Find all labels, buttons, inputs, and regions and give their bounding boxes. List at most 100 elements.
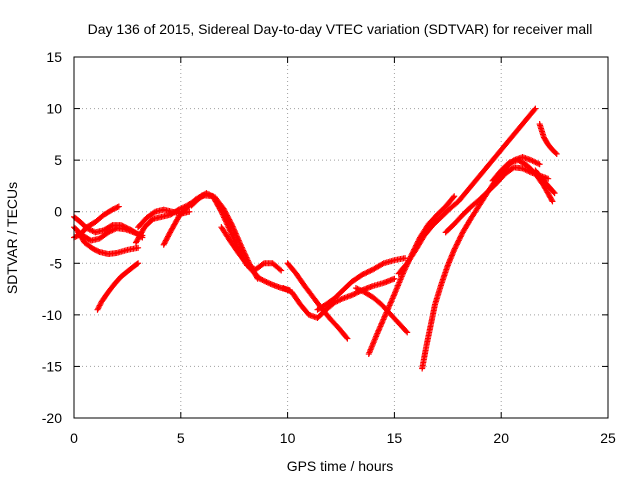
series-arc20 [536, 121, 560, 157]
data-point [384, 308, 391, 315]
y-tick-label: -5 [50, 255, 63, 271]
data-point [455, 237, 462, 244]
data-point [352, 290, 359, 297]
data-point [376, 326, 383, 333]
x-tick-label: 15 [387, 430, 403, 446]
data-point [186, 208, 193, 215]
data-point [229, 232, 236, 239]
y-tick-label: -10 [42, 307, 62, 323]
y-tick-label: 5 [54, 152, 62, 168]
x-tick-label: 0 [70, 430, 78, 446]
data-point [403, 328, 410, 335]
series-arc4 [75, 229, 142, 258]
series-arc13 [314, 255, 409, 313]
data-point [228, 220, 235, 227]
x-tick-label: 20 [493, 430, 509, 446]
data-point [374, 330, 381, 337]
data-point [121, 224, 128, 231]
data-point [264, 279, 271, 286]
data-point [126, 225, 133, 232]
data-point [117, 222, 124, 229]
data-point [389, 295, 396, 302]
data-point [390, 292, 397, 299]
data-point [450, 194, 457, 201]
data-point [451, 245, 458, 252]
data-point [381, 313, 388, 320]
data-point [379, 261, 386, 268]
data-point [387, 301, 394, 308]
data-point [350, 291, 357, 298]
data-point [390, 294, 397, 301]
series-arc5 [94, 260, 142, 313]
data-point [134, 261, 141, 268]
data-point [229, 234, 236, 241]
x-tick-label: 25 [600, 430, 616, 446]
data-point [119, 222, 126, 229]
data-point [404, 329, 411, 336]
data-point [108, 222, 115, 229]
y-tick-label: -15 [42, 358, 62, 374]
data-point [453, 242, 460, 249]
series-arc8 [160, 190, 261, 282]
data-point [135, 244, 142, 251]
data-point [258, 276, 265, 283]
data-point [366, 268, 373, 275]
data-point [454, 240, 461, 247]
data-point [263, 278, 270, 285]
data-point [374, 329, 381, 336]
series-arc21 [532, 167, 558, 197]
data-point [278, 267, 285, 274]
data-point [548, 197, 555, 204]
data-point [114, 204, 121, 211]
data-point [217, 207, 224, 214]
data-point [259, 261, 266, 268]
data-point [458, 232, 465, 239]
data-point [344, 335, 351, 342]
data-point [266, 280, 273, 287]
data-point [115, 203, 122, 210]
data-point [226, 227, 233, 234]
data-point [367, 267, 374, 274]
data-point [455, 238, 462, 245]
data-point [359, 271, 366, 278]
series-arc16 [395, 105, 539, 277]
data-point [549, 198, 556, 205]
data-point [363, 269, 370, 276]
data-point [364, 269, 371, 276]
data-point [228, 230, 235, 237]
series-arc7 [135, 206, 193, 231]
x-axis-title: GPS time / hours [287, 458, 394, 474]
y-tick-label: 10 [46, 101, 62, 117]
data-point [402, 255, 409, 262]
series-arc17 [419, 154, 543, 372]
data-point [95, 248, 102, 255]
data-point [457, 233, 464, 240]
data-point [536, 161, 543, 168]
y-tick-label: 0 [54, 204, 62, 220]
data-point [386, 302, 393, 309]
data-point [451, 246, 458, 253]
data-point [375, 327, 382, 334]
plot-frame [73, 56, 609, 419]
data-point [380, 316, 387, 323]
data-point [452, 244, 459, 251]
data-point [351, 290, 358, 297]
data-point [553, 150, 560, 157]
ticks: 0 5 10 15 20 25 -20 -15 -10 -5 0 5 10 15 [42, 49, 616, 446]
x-tick-label: 5 [177, 430, 185, 446]
data-point [256, 275, 263, 282]
x-tick-label: 10 [280, 430, 296, 446]
data-point [457, 234, 464, 241]
data-point [262, 278, 269, 285]
data-point [532, 105, 539, 112]
data-point [550, 189, 557, 196]
data-point [348, 292, 355, 299]
data-point [362, 270, 369, 277]
data-point [378, 320, 385, 327]
data-point [381, 315, 388, 322]
data-point [227, 228, 234, 235]
chart-title: Day 136 of 2015, Sidereal Day-to-day VTE… [88, 21, 593, 37]
data-point [377, 322, 384, 329]
data-point [456, 236, 463, 243]
